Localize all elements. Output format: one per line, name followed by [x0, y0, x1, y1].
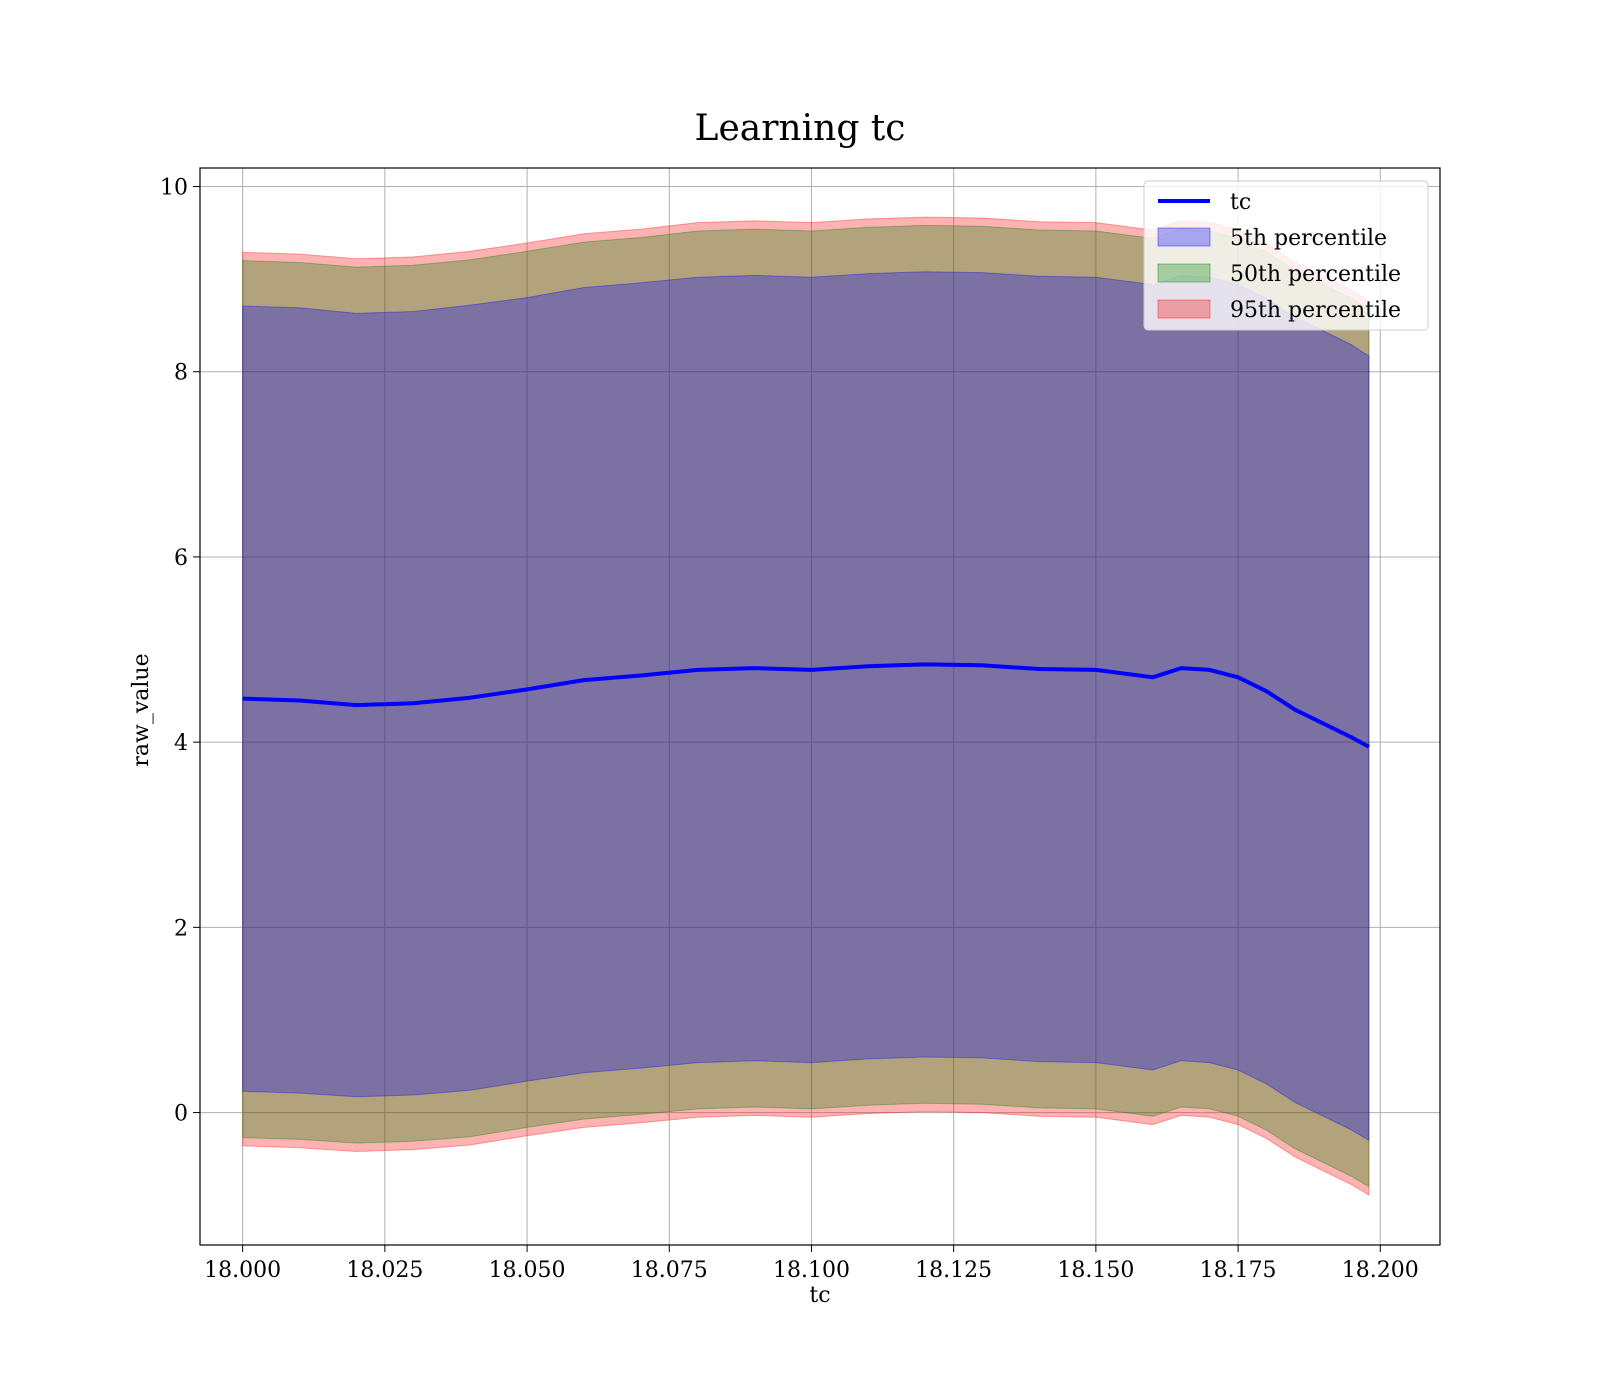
chart-title: Learning tc	[695, 108, 906, 149]
x-tick-label-7: 18.175	[1200, 1258, 1277, 1283]
x-tick-label-6: 18.150	[1057, 1258, 1134, 1283]
series-lines	[242, 662, 1370, 749]
legend: tc 5th percentile 50th percentile 95th perc…	[1143, 180, 1429, 331]
plot-area-frame	[199, 167, 1441, 1246]
band-50th-percentile	[242, 224, 1370, 1188]
y-tick-label-0: 0	[174, 1102, 188, 1127]
x-tick-label-4: 18.100	[773, 1258, 850, 1283]
x-tick-label-3: 18.075	[631, 1258, 708, 1283]
y-tick-label-5: 10	[160, 176, 188, 201]
legend-label-tc: tc	[1230, 190, 1251, 215]
x-axis-ticks: 18.000 18.025 18.050 18.075 18.100 18.125 18.1…	[204, 1245, 1419, 1283]
percentile-bands	[242, 216, 1370, 1196]
y-axis-ticks: 0 2 4 6 8 10	[160, 176, 200, 1127]
band-5th-percentile	[242, 271, 1370, 1142]
legend-label-50th-percentile: 50th percentile	[1230, 262, 1401, 287]
legend-box	[1143, 180, 1429, 331]
x-tick-label-2: 18.050	[489, 1258, 566, 1283]
x-tick-label-0: 18.000	[204, 1258, 281, 1283]
y-tick-label-1: 2	[174, 916, 188, 941]
y-tick-label-3: 6	[174, 546, 188, 571]
legend-swatch-95th-percentile	[1157, 299, 1211, 319]
legend-label-95th-percentile: 95th percentile	[1230, 298, 1401, 323]
grid	[200, 168, 1440, 1245]
legend-swatch-5th-percentile	[1157, 227, 1211, 247]
legend-swatch-50th-percentile	[1157, 263, 1211, 283]
y-tick-label-2: 4	[174, 731, 188, 756]
series-line-tc	[242, 662, 1370, 749]
x-tick-label-1: 18.025	[346, 1258, 423, 1283]
y-tick-label-4: 8	[174, 361, 188, 386]
y-axis-label: raw_value	[129, 653, 154, 766]
x-tick-label-8: 18.200	[1342, 1258, 1419, 1283]
x-axis-label: tc	[809, 1283, 830, 1308]
band-95th-percentile	[242, 216, 1370, 1196]
x-tick-label-5: 18.125	[915, 1258, 992, 1283]
legend-label-5th-percentile: 5th percentile	[1230, 226, 1387, 251]
